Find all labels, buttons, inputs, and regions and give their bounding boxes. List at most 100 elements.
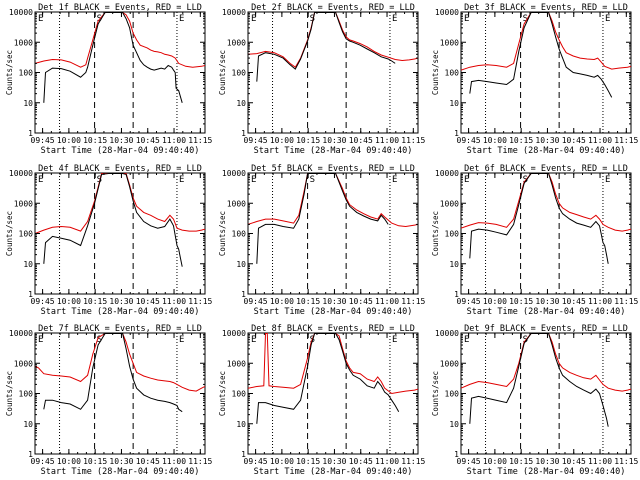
x-tick-label: 11:15: [614, 457, 638, 466]
marker-label: E: [38, 335, 43, 345]
marker-label: S: [97, 335, 102, 345]
x-tick-label: 10:15: [83, 457, 107, 466]
x-tick-label: 11:00: [162, 136, 186, 145]
panel-title: Det 8f BLACK = Events, RED = LLD: [251, 324, 415, 334]
x-axis-label: Start Time (28-Mar-04 09:40:40): [41, 146, 200, 156]
y-tick-label: 1000: [14, 359, 33, 368]
series-line-events: [43, 333, 183, 413]
panel-3: E S E 1 10 100 1000 10000 09:45 10:00 10:15 10:30 10…: [431, 3, 639, 156]
plot-frame: [247, 172, 419, 295]
x-tick-label: 11:15: [188, 457, 212, 466]
x-tick-label: 10:15: [509, 136, 533, 145]
series-line-events: [469, 173, 609, 264]
y-tick-label: 1: [241, 290, 246, 299]
x-tick-label: 11:15: [188, 297, 212, 306]
x-tick-label: 11:00: [588, 457, 612, 466]
series-line-lld: [35, 333, 205, 392]
panel-title: Det 7f BLACK = Events, RED = LLD: [38, 324, 202, 334]
x-tick-label: 10:00: [57, 297, 81, 306]
series-line-events: [469, 12, 613, 98]
marker-label: E: [605, 335, 610, 345]
x-tick-label: 10:15: [509, 297, 533, 306]
y-tick-label: 10: [449, 260, 459, 269]
y-tick-label: 100: [19, 390, 34, 399]
series-line-events: [256, 173, 389, 264]
y-tick-label: 100: [232, 69, 247, 78]
x-tick-label: 11:15: [401, 297, 425, 306]
marker-label: S: [97, 175, 102, 185]
plot-frame: [460, 11, 632, 134]
y-tick-label: 1000: [227, 359, 246, 368]
marker-label: E: [392, 175, 397, 185]
y-tick-label: 1: [28, 129, 33, 138]
x-tick-label: 09:45: [31, 297, 55, 306]
y-tick-label: 1000: [227, 199, 246, 208]
x-tick-label: 10:45: [562, 136, 586, 145]
x-axis-label: Start Time (28-Mar-04 09:40:40): [467, 467, 626, 477]
x-tick-label: 11:00: [375, 136, 399, 145]
x-tick-label: 11:15: [614, 297, 638, 306]
x-tick-label: 11:00: [162, 297, 186, 306]
plot-frame: [460, 172, 632, 295]
panel-title: Det 1f BLACK = Events, RED = LLD: [38, 3, 202, 13]
x-tick-label: 10:30: [109, 136, 133, 145]
x-tick-label: 10:45: [349, 297, 373, 306]
x-tick-label: 10:30: [322, 457, 346, 466]
x-tick-label: 10:15: [296, 136, 320, 145]
x-tick-label: 11:00: [588, 136, 612, 145]
x-tick-label: 09:45: [31, 457, 55, 466]
y-tick-label: 100: [19, 230, 34, 239]
x-tick-label: 10:30: [109, 297, 133, 306]
marker-label: E: [179, 175, 184, 185]
panel-5: E S E 1 10 100 1000 10000 09:45 10:00 10:15 10:30 10…: [218, 164, 426, 317]
plot-frame: [460, 332, 632, 455]
plot-frame: [34, 11, 206, 134]
x-axis-label: Start Time (28-Mar-04 09:40:40): [254, 307, 413, 317]
y-tick-label: 10000: [222, 8, 246, 17]
plot-frame: [34, 332, 206, 455]
y-tick-label: 10: [23, 260, 33, 269]
y-tick-label: 10000: [435, 8, 459, 17]
y-axis-label: Counts/sec: [5, 211, 14, 256]
x-axis-label: Start Time (28-Mar-04 09:40:40): [467, 146, 626, 156]
x-tick-label: 10:45: [349, 457, 373, 466]
x-axis-label: Start Time (28-Mar-04 09:40:40): [467, 307, 626, 317]
panel-4: E S E 1 10 100 1000 10000 09:45 10:00 10:15 10:30 10…: [5, 164, 213, 317]
x-tick-label: 10:00: [57, 136, 81, 145]
y-axis-label: Counts/sec: [431, 371, 440, 416]
y-tick-label: 10: [236, 420, 246, 429]
marker-label: S: [523, 14, 528, 24]
y-tick-label: 1000: [440, 199, 459, 208]
series-line-events: [43, 173, 183, 267]
y-axis-label: Counts/sec: [218, 50, 227, 95]
x-tick-label: 10:30: [535, 297, 559, 306]
y-tick-label: 10000: [222, 329, 246, 338]
y-tick-label: 1: [28, 290, 33, 299]
y-axis-label: Counts/sec: [5, 371, 14, 416]
y-tick-label: 10000: [222, 169, 246, 178]
series-line-events: [469, 333, 609, 427]
marker-label: E: [38, 14, 43, 24]
series-line-lld: [35, 12, 205, 68]
x-tick-label: 11:15: [401, 457, 425, 466]
series-line-lld: [461, 333, 631, 392]
y-tick-label: 1: [241, 450, 246, 459]
y-tick-label: 100: [445, 230, 460, 239]
marker-label: E: [464, 14, 469, 24]
marker-label: E: [251, 335, 256, 345]
x-tick-label: 11:00: [162, 457, 186, 466]
marker-label: E: [464, 335, 469, 345]
y-axis-label: Counts/sec: [5, 50, 14, 95]
panel-title: Det 5f BLACK = Events, RED = LLD: [251, 164, 415, 174]
x-tick-label: 11:15: [401, 136, 425, 145]
panel-title: Det 6f BLACK = Events, RED = LLD: [464, 164, 628, 174]
y-axis-label: Counts/sec: [218, 371, 227, 416]
y-tick-label: 10: [236, 99, 246, 108]
x-tick-label: 11:15: [188, 136, 212, 145]
marker-label: E: [605, 175, 610, 185]
y-tick-label: 1000: [227, 38, 246, 47]
